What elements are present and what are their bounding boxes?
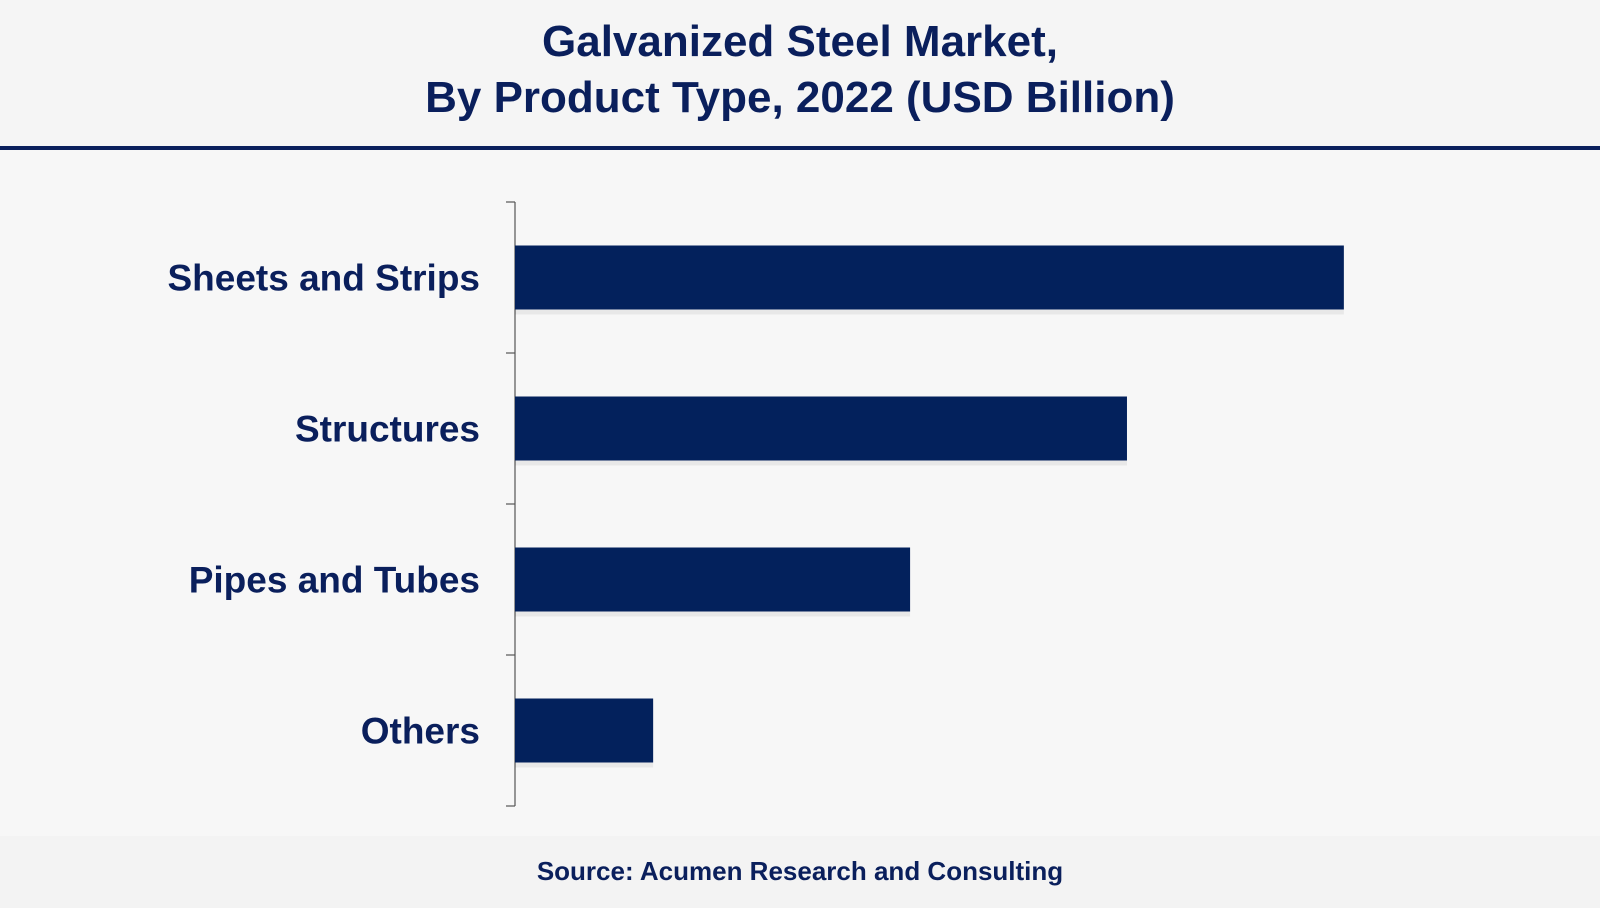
title-divider [0, 146, 1600, 150]
bar-structures [515, 396, 1127, 461]
chart-subtitle: By Product Type, 2022 (USD Billion) [425, 73, 1175, 122]
bar-others [515, 698, 654, 763]
category-label: Pipes and Tubes [189, 560, 480, 601]
category-label: Structures [295, 409, 480, 450]
chart-title: Galvanized Steel Market, [542, 17, 1058, 66]
title-block [0, 0, 1600, 146]
category-label: Sheets and Strips [167, 258, 480, 299]
footer [0, 836, 1600, 908]
source-note: Source: Acumen Research and Consulting [536, 856, 1064, 886]
bar-sheets-and-strips [515, 245, 1344, 310]
bar-chart: Sheets and Strips Structures Pipes and Tub… [167, 201, 1344, 807]
category-label: Others [361, 711, 480, 752]
bar-pipes-and-tubes [515, 547, 911, 612]
